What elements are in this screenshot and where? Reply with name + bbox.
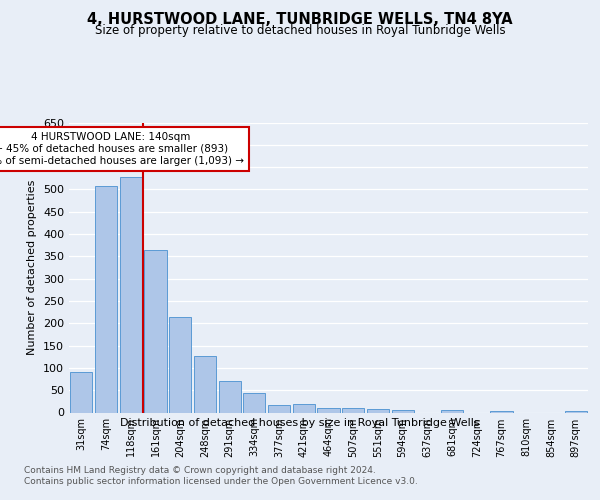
Y-axis label: Number of detached properties: Number of detached properties — [28, 180, 37, 355]
Text: 4, HURSTWOOD LANE, TUNBRIDGE WELLS, TN4 8YA: 4, HURSTWOOD LANE, TUNBRIDGE WELLS, TN4 … — [87, 12, 513, 28]
Bar — [145, 250, 167, 412]
Bar — [268, 406, 290, 412]
Bar — [194, 356, 216, 412]
Bar — [218, 382, 241, 412]
Bar — [243, 394, 265, 412]
Text: Distribution of detached houses by size in Royal Tunbridge Wells: Distribution of detached houses by size … — [120, 418, 480, 428]
Bar — [565, 410, 587, 412]
Text: Contains public sector information licensed under the Open Government Licence v3: Contains public sector information licen… — [24, 478, 418, 486]
Bar — [392, 410, 414, 412]
Bar — [317, 408, 340, 412]
Text: 4 HURSTWOOD LANE: 140sqm
← 45% of detached houses are smaller (893)
55% of semi-: 4 HURSTWOOD LANE: 140sqm ← 45% of detach… — [0, 132, 244, 166]
Bar — [342, 408, 364, 412]
Bar — [293, 404, 315, 412]
Text: Contains HM Land Registry data © Crown copyright and database right 2024.: Contains HM Land Registry data © Crown c… — [24, 466, 376, 475]
Bar — [119, 177, 142, 412]
Bar — [367, 410, 389, 412]
Bar — [95, 186, 117, 412]
Bar — [169, 316, 191, 412]
Text: Size of property relative to detached houses in Royal Tunbridge Wells: Size of property relative to detached ho… — [95, 24, 505, 37]
Bar — [490, 410, 512, 412]
Bar — [441, 410, 463, 412]
Bar — [70, 372, 92, 412]
